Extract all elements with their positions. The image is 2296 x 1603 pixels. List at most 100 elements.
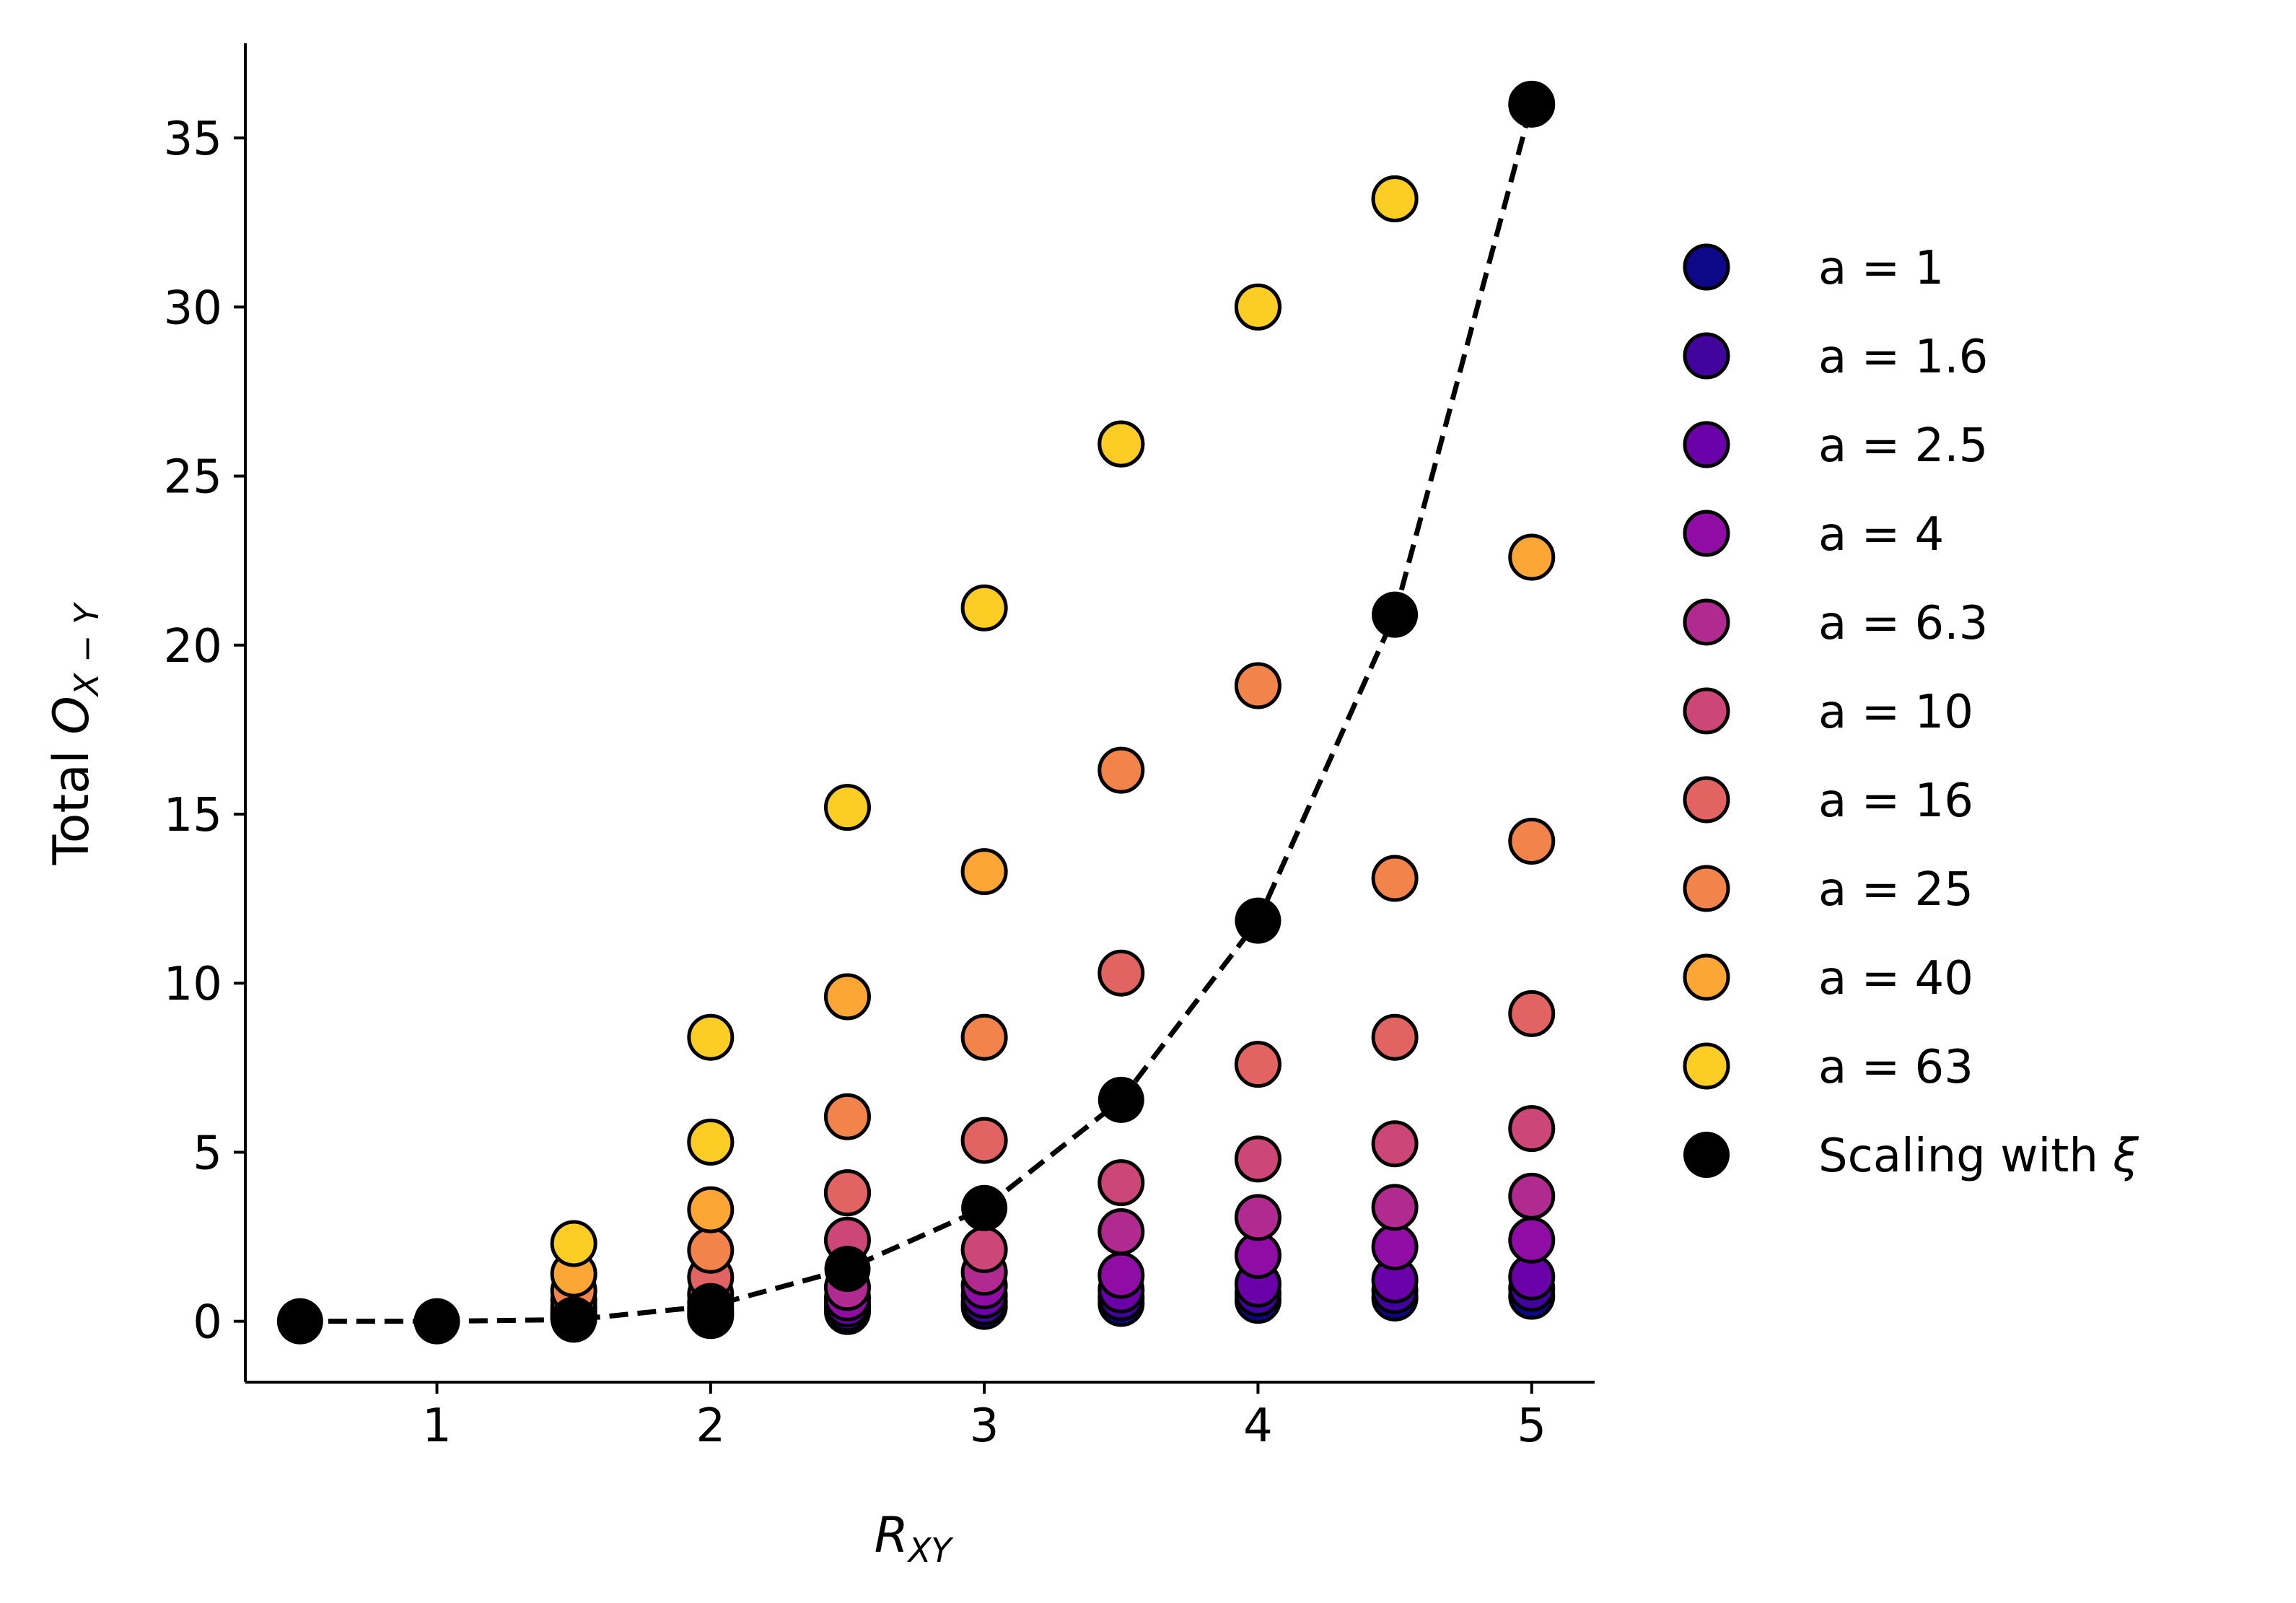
legend-marker xyxy=(1683,1132,1730,1178)
data-point xyxy=(1097,1252,1145,1299)
data-point xyxy=(1234,662,1281,709)
legend-label: a = 2.5 xyxy=(1818,419,1988,473)
data-point xyxy=(1371,1013,1419,1061)
legend-label: a = 63 xyxy=(1818,1041,1973,1094)
data-point xyxy=(823,973,871,1021)
data-point xyxy=(1508,533,1556,581)
data-point xyxy=(1371,1223,1419,1271)
y-tick-label: 5 xyxy=(193,1127,222,1180)
legend-label: a = 6.3 xyxy=(1818,597,1988,650)
data-point xyxy=(823,1093,871,1140)
x-axis-title: RXY xyxy=(875,1507,955,1570)
legend-entry: a = 10 xyxy=(1683,686,1973,739)
data-point xyxy=(1234,1135,1281,1183)
data-point xyxy=(1508,990,1556,1037)
data-point xyxy=(1371,175,1419,222)
data-point xyxy=(1097,1208,1145,1256)
legend-label: a = 40 xyxy=(1818,952,1973,1005)
data-point xyxy=(1371,1120,1419,1168)
plot-area xyxy=(276,80,1556,1345)
y-tick-label: 15 xyxy=(164,789,222,842)
data-point xyxy=(1234,283,1281,331)
data-point xyxy=(823,784,871,831)
data-point xyxy=(960,1117,1008,1164)
legend-marker xyxy=(1683,421,1730,468)
legend-label: a = 1 xyxy=(1818,242,1944,295)
data-point xyxy=(960,1226,1008,1273)
legend-entry: a = 25 xyxy=(1683,863,1973,917)
scaling-point xyxy=(961,1184,1008,1231)
data-point xyxy=(1371,1184,1419,1231)
legend-entry: a = 63 xyxy=(1683,1041,1973,1094)
x-tick-label: 5 xyxy=(1517,1399,1546,1453)
data-point xyxy=(1508,1105,1556,1153)
x-tick-label: 3 xyxy=(970,1399,999,1453)
data-point xyxy=(687,1013,735,1061)
legend-marker xyxy=(1683,953,1730,1001)
legend-marker xyxy=(1683,243,1730,291)
legend-entry: a = 4 xyxy=(1683,508,1944,562)
data-point xyxy=(1097,1159,1145,1207)
legend-marker xyxy=(1683,687,1730,735)
x-tick-label: 2 xyxy=(696,1399,725,1453)
legend: a = 1 a = 1.6 a = 2.5 a = 4 a = 6.3 a = 10 a =… xyxy=(1683,242,2139,1183)
y-tick-label: 10 xyxy=(164,958,222,1011)
data-point xyxy=(1508,818,1556,865)
legend-label: a = 1.6 xyxy=(1818,331,1988,384)
legend-marker xyxy=(1683,598,1730,646)
y-tick-label: 0 xyxy=(193,1296,222,1350)
legend-entry: a = 1.6 xyxy=(1683,331,1988,384)
legend-marker xyxy=(1683,510,1730,557)
data-point xyxy=(687,1226,735,1274)
series-a-63 xyxy=(550,80,1556,1267)
scaling-point xyxy=(276,1298,323,1345)
scaling-point xyxy=(824,1246,871,1293)
y-tick-label: 35 xyxy=(164,113,222,166)
legend-label: Scaling with ξ xyxy=(1818,1130,2139,1183)
legend-label: a = 16 xyxy=(1818,774,1973,828)
data-point xyxy=(687,1186,735,1233)
legend-label: a = 25 xyxy=(1818,863,1973,917)
data-point xyxy=(550,1220,597,1267)
scaling-point xyxy=(551,1296,597,1343)
data-point xyxy=(1371,855,1419,902)
data-point xyxy=(1234,1041,1281,1088)
legend-entry-scaling: Scaling with ξ xyxy=(1683,1130,2139,1183)
data-point xyxy=(960,1013,1008,1061)
scaling-point xyxy=(1235,897,1281,944)
data-point xyxy=(1508,1172,1556,1220)
legend-entry: a = 40 xyxy=(1683,952,1973,1005)
data-point xyxy=(1097,949,1145,997)
data-point xyxy=(823,1169,871,1217)
data-point xyxy=(1097,420,1145,468)
y-tick-label: 20 xyxy=(164,620,222,673)
x-tick-label: 4 xyxy=(1243,1399,1273,1453)
data-point xyxy=(960,848,1008,896)
data-point xyxy=(960,584,1008,632)
axes: 1 2 3 4 5 0 5 10 15 20 25 30 35 RXY Total OX − Y xyxy=(43,43,1595,1570)
series-a-25 xyxy=(550,662,1556,1315)
data-point xyxy=(1508,1216,1556,1264)
scaling-line xyxy=(299,103,1535,1324)
y-axis-title: Total OX − Y xyxy=(43,601,106,865)
legend-marker xyxy=(1683,865,1730,912)
legend-marker xyxy=(1683,776,1730,824)
legend-label: a = 10 xyxy=(1818,686,1973,739)
legend-marker xyxy=(1683,332,1730,380)
x-tick-label: 1 xyxy=(422,1399,452,1453)
scaling-point xyxy=(1097,1076,1144,1123)
data-point xyxy=(1234,1194,1281,1241)
legend-entry: a = 1 xyxy=(1683,242,1944,295)
legend-label: a = 4 xyxy=(1818,508,1944,562)
scaling-point xyxy=(1372,591,1419,638)
legend-marker xyxy=(1683,1042,1730,1090)
scaling-point xyxy=(1508,81,1555,128)
y-tick-label: 25 xyxy=(164,451,222,505)
data-point xyxy=(1097,746,1145,794)
legend-entry: a = 2.5 xyxy=(1683,419,1988,473)
legend-entry: a = 6.3 xyxy=(1683,597,1988,650)
scaling-point xyxy=(687,1283,734,1329)
y-tick-label: 30 xyxy=(164,281,222,335)
legend-entry: a = 16 xyxy=(1683,774,1973,828)
